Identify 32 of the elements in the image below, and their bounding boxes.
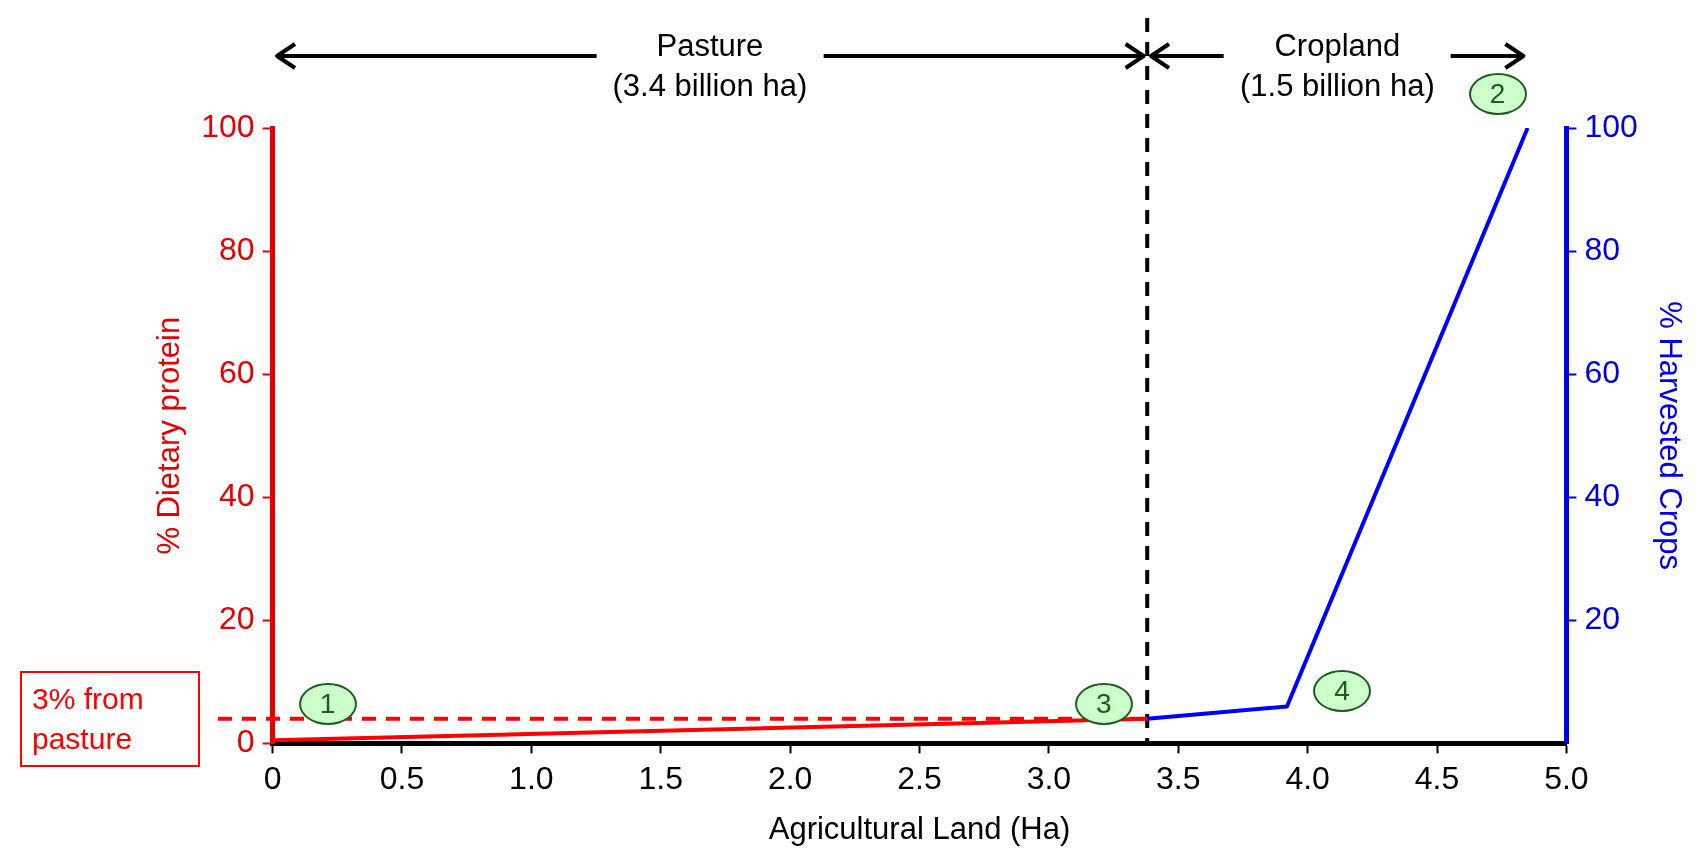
y-tick-label: 60 [219,353,255,390]
annotation: 4 [1312,670,1371,713]
x-tick-label: 3.0 [1026,760,1072,797]
annotation: 2 [1468,73,1527,115]
y2-tick-label: 80 [1584,230,1620,267]
annotation: 1 [298,682,357,725]
x-tick-label: 0.5 [379,760,425,797]
annotation: 3 [1074,682,1133,725]
x-tick-label: 1.5 [638,760,683,797]
x-tick-label: 2.5 [897,760,942,797]
y2-tick-label: 40 [1584,477,1620,514]
y2-tick-label: 100 [1584,107,1638,144]
text: Cropland (1.5 billion ha) [1224,26,1451,106]
y-tick-label: 40 [219,477,255,514]
y2-tick-label: 20 [1584,600,1620,637]
y2-axis-title: % Harvested Crops [1652,301,1688,571]
x-tick-label: 1.0 [509,760,554,797]
y-tick-label: 80 [219,230,255,267]
y-tick-label: 0 [236,723,255,760]
text: Pasture (3.4 billion ha) [596,26,824,106]
y-axis-title: % Dietary protein [151,316,187,555]
y2-tick-label: 60 [1584,353,1620,390]
x-tick-label: 4.0 [1285,760,1330,797]
x-tick-label: 0 [263,760,282,797]
x-tick-label: 5.0 [1544,760,1589,797]
y-tick-label: 100 [201,107,255,144]
x-tick-label: 4.5 [1414,760,1460,797]
x-tick-label: 3.5 [1156,760,1201,797]
y-tick-label: 20 [219,600,255,637]
x-tick-label: 2.0 [767,760,813,797]
x-axis-title: Agricultural Land (Ha) [768,810,1071,846]
ref-line-label: 3% from pasture [20,670,200,767]
